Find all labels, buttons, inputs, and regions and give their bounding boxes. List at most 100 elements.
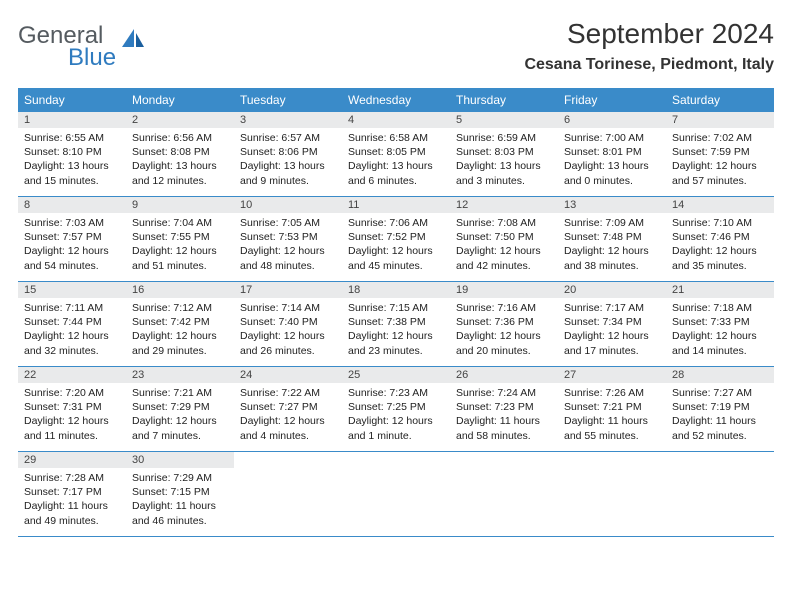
day-body: Sunrise: 7:02 AMSunset: 7:59 PMDaylight:… <box>666 128 774 193</box>
day-number: 6 <box>558 112 666 128</box>
day-body: Sunrise: 6:55 AMSunset: 8:10 PMDaylight:… <box>18 128 126 193</box>
sunrise-text: Sunrise: 7:02 AM <box>672 131 768 145</box>
sunrise-text: Sunrise: 7:04 AM <box>132 216 228 230</box>
day-cell: 11Sunrise: 7:06 AMSunset: 7:52 PMDayligh… <box>342 197 450 281</box>
week-row: 15Sunrise: 7:11 AMSunset: 7:44 PMDayligh… <box>18 282 774 367</box>
sunset-text: Sunset: 7:17 PM <box>24 485 120 499</box>
daylight-text: Daylight: 12 hours and 7 minutes. <box>132 414 228 442</box>
day-cell: 17Sunrise: 7:14 AMSunset: 7:40 PMDayligh… <box>234 282 342 366</box>
day-cell: 16Sunrise: 7:12 AMSunset: 7:42 PMDayligh… <box>126 282 234 366</box>
day-body: Sunrise: 7:04 AMSunset: 7:55 PMDaylight:… <box>126 213 234 278</box>
day-number: 5 <box>450 112 558 128</box>
sunset-text: Sunset: 7:40 PM <box>240 315 336 329</box>
brand-line2: Blue <box>68 46 116 70</box>
day-body: Sunrise: 7:06 AMSunset: 7:52 PMDaylight:… <box>342 213 450 278</box>
daylight-text: Daylight: 13 hours and 9 minutes. <box>240 159 336 187</box>
day-number: 26 <box>450 367 558 383</box>
day-number: 12 <box>450 197 558 213</box>
sunrise-text: Sunrise: 7:29 AM <box>132 471 228 485</box>
sunset-text: Sunset: 7:15 PM <box>132 485 228 499</box>
day-body: Sunrise: 6:59 AMSunset: 8:03 PMDaylight:… <box>450 128 558 193</box>
day-cell: 10Sunrise: 7:05 AMSunset: 7:53 PMDayligh… <box>234 197 342 281</box>
day-cell: 27Sunrise: 7:26 AMSunset: 7:21 PMDayligh… <box>558 367 666 451</box>
day-number: 10 <box>234 197 342 213</box>
sunset-text: Sunset: 8:06 PM <box>240 145 336 159</box>
day-body: Sunrise: 7:20 AMSunset: 7:31 PMDaylight:… <box>18 383 126 448</box>
sunrise-text: Sunrise: 7:05 AM <box>240 216 336 230</box>
day-cell: 18Sunrise: 7:15 AMSunset: 7:38 PMDayligh… <box>342 282 450 366</box>
day-body: Sunrise: 6:58 AMSunset: 8:05 PMDaylight:… <box>342 128 450 193</box>
day-number: 11 <box>342 197 450 213</box>
sunrise-text: Sunrise: 7:17 AM <box>564 301 660 315</box>
day-cell: 3Sunrise: 6:57 AMSunset: 8:06 PMDaylight… <box>234 112 342 196</box>
day-number: 8 <box>18 197 126 213</box>
sunset-text: Sunset: 7:59 PM <box>672 145 768 159</box>
day-body: Sunrise: 7:27 AMSunset: 7:19 PMDaylight:… <box>666 383 774 448</box>
sunset-text: Sunset: 7:27 PM <box>240 400 336 414</box>
sunrise-text: Sunrise: 7:12 AM <box>132 301 228 315</box>
weekday-header: Monday <box>126 88 234 112</box>
weekday-row: SundayMondayTuesdayWednesdayThursdayFrid… <box>18 88 774 112</box>
day-number: 7 <box>666 112 774 128</box>
day-cell <box>666 452 774 536</box>
sunset-text: Sunset: 7:53 PM <box>240 230 336 244</box>
day-cell <box>450 452 558 536</box>
day-number: 24 <box>234 367 342 383</box>
header: General Blue September 2024 Cesana Torin… <box>18 18 774 74</box>
day-number <box>450 452 558 456</box>
daylight-text: Daylight: 12 hours and 14 minutes. <box>672 329 768 357</box>
day-cell: 13Sunrise: 7:09 AMSunset: 7:48 PMDayligh… <box>558 197 666 281</box>
day-cell: 26Sunrise: 7:24 AMSunset: 7:23 PMDayligh… <box>450 367 558 451</box>
daylight-text: Daylight: 11 hours and 52 minutes. <box>672 414 768 442</box>
day-body: Sunrise: 7:11 AMSunset: 7:44 PMDaylight:… <box>18 298 126 363</box>
day-body: Sunrise: 7:10 AMSunset: 7:46 PMDaylight:… <box>666 213 774 278</box>
day-number: 3 <box>234 112 342 128</box>
sunrise-text: Sunrise: 6:56 AM <box>132 131 228 145</box>
daylight-text: Daylight: 12 hours and 17 minutes. <box>564 329 660 357</box>
sunset-text: Sunset: 7:19 PM <box>672 400 768 414</box>
day-body: Sunrise: 7:26 AMSunset: 7:21 PMDaylight:… <box>558 383 666 448</box>
day-number: 1 <box>18 112 126 128</box>
day-number: 29 <box>18 452 126 468</box>
daylight-text: Daylight: 11 hours and 55 minutes. <box>564 414 660 442</box>
sunset-text: Sunset: 7:29 PM <box>132 400 228 414</box>
daylight-text: Daylight: 12 hours and 23 minutes. <box>348 329 444 357</box>
day-body: Sunrise: 7:14 AMSunset: 7:40 PMDaylight:… <box>234 298 342 363</box>
day-body: Sunrise: 7:16 AMSunset: 7:36 PMDaylight:… <box>450 298 558 363</box>
day-body: Sunrise: 7:29 AMSunset: 7:15 PMDaylight:… <box>126 468 234 533</box>
day-cell: 4Sunrise: 6:58 AMSunset: 8:05 PMDaylight… <box>342 112 450 196</box>
sunrise-text: Sunrise: 7:06 AM <box>348 216 444 230</box>
day-cell: 1Sunrise: 6:55 AMSunset: 8:10 PMDaylight… <box>18 112 126 196</box>
day-number: 14 <box>666 197 774 213</box>
day-cell: 5Sunrise: 6:59 AMSunset: 8:03 PMDaylight… <box>450 112 558 196</box>
sunrise-text: Sunrise: 6:55 AM <box>24 131 120 145</box>
day-number <box>342 452 450 456</box>
day-body: Sunrise: 7:05 AMSunset: 7:53 PMDaylight:… <box>234 213 342 278</box>
day-body: Sunrise: 7:18 AMSunset: 7:33 PMDaylight:… <box>666 298 774 363</box>
day-number: 2 <box>126 112 234 128</box>
sunrise-text: Sunrise: 7:23 AM <box>348 386 444 400</box>
daylight-text: Daylight: 12 hours and 32 minutes. <box>24 329 120 357</box>
day-cell <box>558 452 666 536</box>
sunrise-text: Sunrise: 7:16 AM <box>456 301 552 315</box>
day-body: Sunrise: 7:03 AMSunset: 7:57 PMDaylight:… <box>18 213 126 278</box>
day-cell: 29Sunrise: 7:28 AMSunset: 7:17 PMDayligh… <box>18 452 126 536</box>
title-block: September 2024 Cesana Torinese, Piedmont… <box>524 18 774 74</box>
day-body: Sunrise: 7:24 AMSunset: 7:23 PMDaylight:… <box>450 383 558 448</box>
day-number: 23 <box>126 367 234 383</box>
sunrise-text: Sunrise: 7:03 AM <box>24 216 120 230</box>
sunset-text: Sunset: 7:34 PM <box>564 315 660 329</box>
sunrise-text: Sunrise: 7:26 AM <box>564 386 660 400</box>
daylight-text: Daylight: 11 hours and 49 minutes. <box>24 499 120 527</box>
brand-logo: General Blue <box>18 18 146 70</box>
sunrise-text: Sunrise: 7:09 AM <box>564 216 660 230</box>
day-cell: 30Sunrise: 7:29 AMSunset: 7:15 PMDayligh… <box>126 452 234 536</box>
day-number: 25 <box>342 367 450 383</box>
day-cell: 25Sunrise: 7:23 AMSunset: 7:25 PMDayligh… <box>342 367 450 451</box>
day-cell: 8Sunrise: 7:03 AMSunset: 7:57 PMDaylight… <box>18 197 126 281</box>
day-body: Sunrise: 6:56 AMSunset: 8:08 PMDaylight:… <box>126 128 234 193</box>
day-cell: 24Sunrise: 7:22 AMSunset: 7:27 PMDayligh… <box>234 367 342 451</box>
sunrise-text: Sunrise: 7:14 AM <box>240 301 336 315</box>
daylight-text: Daylight: 12 hours and 42 minutes. <box>456 244 552 272</box>
daylight-text: Daylight: 12 hours and 29 minutes. <box>132 329 228 357</box>
